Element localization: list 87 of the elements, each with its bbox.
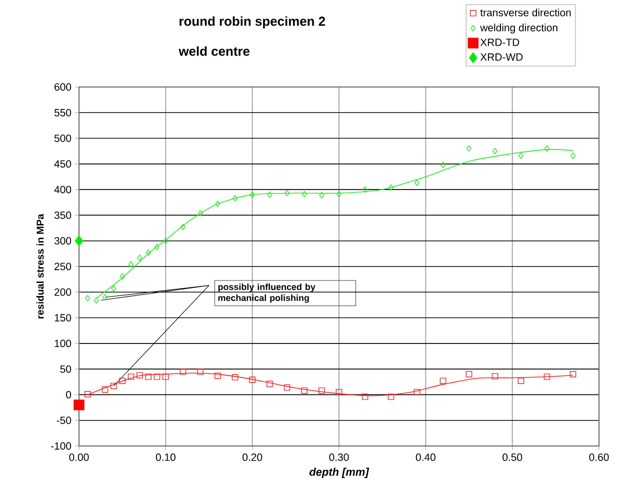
- y-axis-title: residual stress in MPa: [36, 214, 44, 318]
- point: [301, 387, 308, 394]
- point: [154, 244, 160, 250]
- point: [284, 190, 290, 196]
- point: [414, 180, 420, 186]
- annotation: possibly influenced by mechanical polishing: [218, 283, 316, 303]
- point: [128, 261, 134, 268]
- point: [518, 378, 524, 384]
- point: [388, 184, 394, 191]
- point: [492, 148, 498, 154]
- point: [336, 388, 342, 396]
- point: [198, 210, 203, 216]
- point: [518, 152, 524, 159]
- y-tick-label: -100: [51, 442, 72, 450]
- y-tick-label: 600: [54, 83, 72, 91]
- point: [74, 235, 84, 246]
- y-tick-label: 250: [54, 262, 72, 270]
- point: [163, 238, 168, 244]
- point: [414, 388, 420, 396]
- x-tick-label: 0.10: [156, 454, 176, 461]
- y-tick-label: 150: [54, 314, 72, 322]
- y-tick-label: 100: [54, 340, 72, 348]
- y-tick-label: 200: [54, 288, 72, 296]
- x-tick-label: 0.30: [329, 454, 349, 461]
- point: [362, 394, 368, 400]
- point: [180, 368, 186, 375]
- point: [180, 224, 186, 230]
- point: [336, 191, 342, 198]
- point: [388, 394, 394, 400]
- x-tick-label: 0.40: [416, 454, 436, 461]
- point: [128, 374, 134, 380]
- point: [120, 273, 125, 280]
- point: [249, 376, 256, 383]
- y-tick-label: -50: [56, 416, 72, 424]
- point: [302, 191, 307, 198]
- point: [110, 382, 117, 390]
- point: [440, 378, 446, 384]
- point: [492, 373, 498, 380]
- point: [544, 145, 550, 152]
- x-axis-title: depth [mm]: [309, 468, 370, 478]
- point: [250, 192, 255, 198]
- y-tick-label: 450: [54, 160, 72, 168]
- point: [162, 374, 169, 380]
- point: [84, 391, 91, 398]
- point: [154, 374, 160, 380]
- x-tick-label: 0.50: [502, 454, 522, 461]
- chart-subtitle: weld centre: [178, 46, 250, 56]
- point: [214, 372, 221, 379]
- legend-label: XRD-TD: [480, 38, 520, 46]
- x-tick-label: 0.60: [589, 454, 609, 461]
- legend-label: welding direction: [480, 24, 558, 34]
- point: [266, 380, 273, 388]
- point: [74, 400, 84, 410]
- y-tick-label: 300: [54, 237, 72, 245]
- point: [232, 374, 238, 380]
- point: [362, 186, 368, 193]
- point: [136, 372, 143, 378]
- legend-label: transverse direction: [480, 8, 571, 16]
- point: [440, 162, 446, 168]
- point: [215, 200, 220, 208]
- point: [137, 254, 142, 261]
- point: [85, 295, 90, 302]
- point: [146, 249, 151, 256]
- point: [544, 374, 550, 380]
- point: [466, 145, 472, 152]
- x-tick-label: 0.20: [242, 454, 262, 461]
- y-tick-label: 350: [54, 212, 72, 219]
- point: [267, 192, 272, 198]
- line-series: [87, 372, 574, 396]
- legend-label: XRD-WD: [480, 53, 523, 61]
- point: [119, 378, 126, 384]
- point: [318, 387, 325, 394]
- point: [232, 195, 238, 202]
- y-tick-label: 500: [54, 134, 72, 142]
- point: [466, 371, 472, 378]
- point: [197, 368, 204, 375]
- x-tick-label: 0.00: [69, 454, 89, 461]
- chart-title: round robin specimen 2: [180, 16, 326, 28]
- point: [145, 374, 152, 380]
- point: [319, 192, 324, 198]
- point: [570, 371, 576, 378]
- point: [284, 384, 290, 391]
- y-tick-label: 400: [54, 186, 72, 194]
- y-tick-label: 50: [60, 365, 72, 373]
- y-tick-label: 550: [54, 108, 72, 116]
- point: [102, 386, 108, 393]
- y-tick-label: 0: [66, 391, 72, 398]
